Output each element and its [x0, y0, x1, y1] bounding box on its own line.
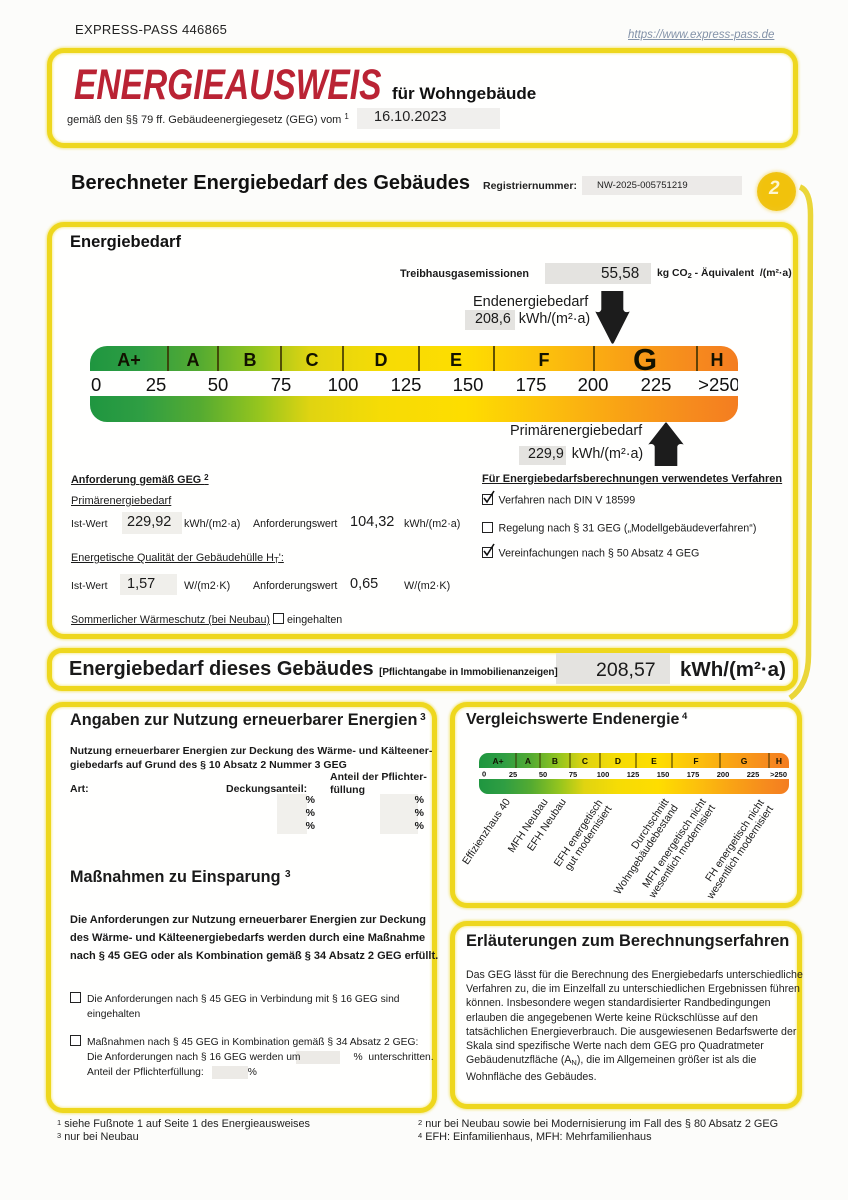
svg-text:G: G: [633, 346, 657, 377]
svg-text:225: 225: [747, 770, 760, 779]
svg-text:E: E: [450, 350, 462, 370]
svg-text:G: G: [741, 756, 748, 766]
svg-text:50: 50: [208, 374, 229, 395]
svg-text:200: 200: [578, 374, 609, 395]
svg-text:175: 175: [687, 770, 700, 779]
svg-text:125: 125: [391, 374, 422, 395]
svg-text:A: A: [525, 756, 531, 766]
svg-text:75: 75: [271, 374, 292, 395]
svg-text:150: 150: [657, 770, 670, 779]
svg-text:>250: >250: [770, 770, 787, 779]
svg-text:150: 150: [453, 374, 484, 395]
svg-text:>250: >250: [698, 374, 738, 395]
svg-text:D: D: [615, 756, 621, 766]
svg-text:50: 50: [539, 770, 547, 779]
svg-text:125: 125: [627, 770, 640, 779]
svg-text:B: B: [244, 350, 257, 370]
svg-text:175: 175: [516, 374, 547, 395]
svg-text:A: A: [187, 350, 200, 370]
svg-text:0: 0: [482, 770, 486, 779]
svg-text:75: 75: [569, 770, 577, 779]
svg-text:0: 0: [91, 374, 101, 395]
svg-text:C: C: [306, 350, 319, 370]
svg-text:25: 25: [146, 374, 167, 395]
svg-text:225: 225: [641, 374, 672, 395]
svg-text:A+: A+: [117, 350, 141, 370]
svg-text:C: C: [582, 756, 588, 766]
svg-text:B: B: [552, 756, 558, 766]
svg-text:F: F: [539, 350, 550, 370]
svg-text:H: H: [776, 756, 782, 766]
svg-text:E: E: [651, 756, 657, 766]
svg-text:D: D: [375, 350, 388, 370]
svg-text:25: 25: [509, 770, 517, 779]
svg-text:100: 100: [328, 374, 359, 395]
svg-text:A+: A+: [492, 756, 503, 766]
svg-text:F: F: [693, 756, 698, 766]
svg-text:100: 100: [597, 770, 610, 779]
svg-text:200: 200: [717, 770, 730, 779]
svg-text:H: H: [711, 350, 724, 370]
